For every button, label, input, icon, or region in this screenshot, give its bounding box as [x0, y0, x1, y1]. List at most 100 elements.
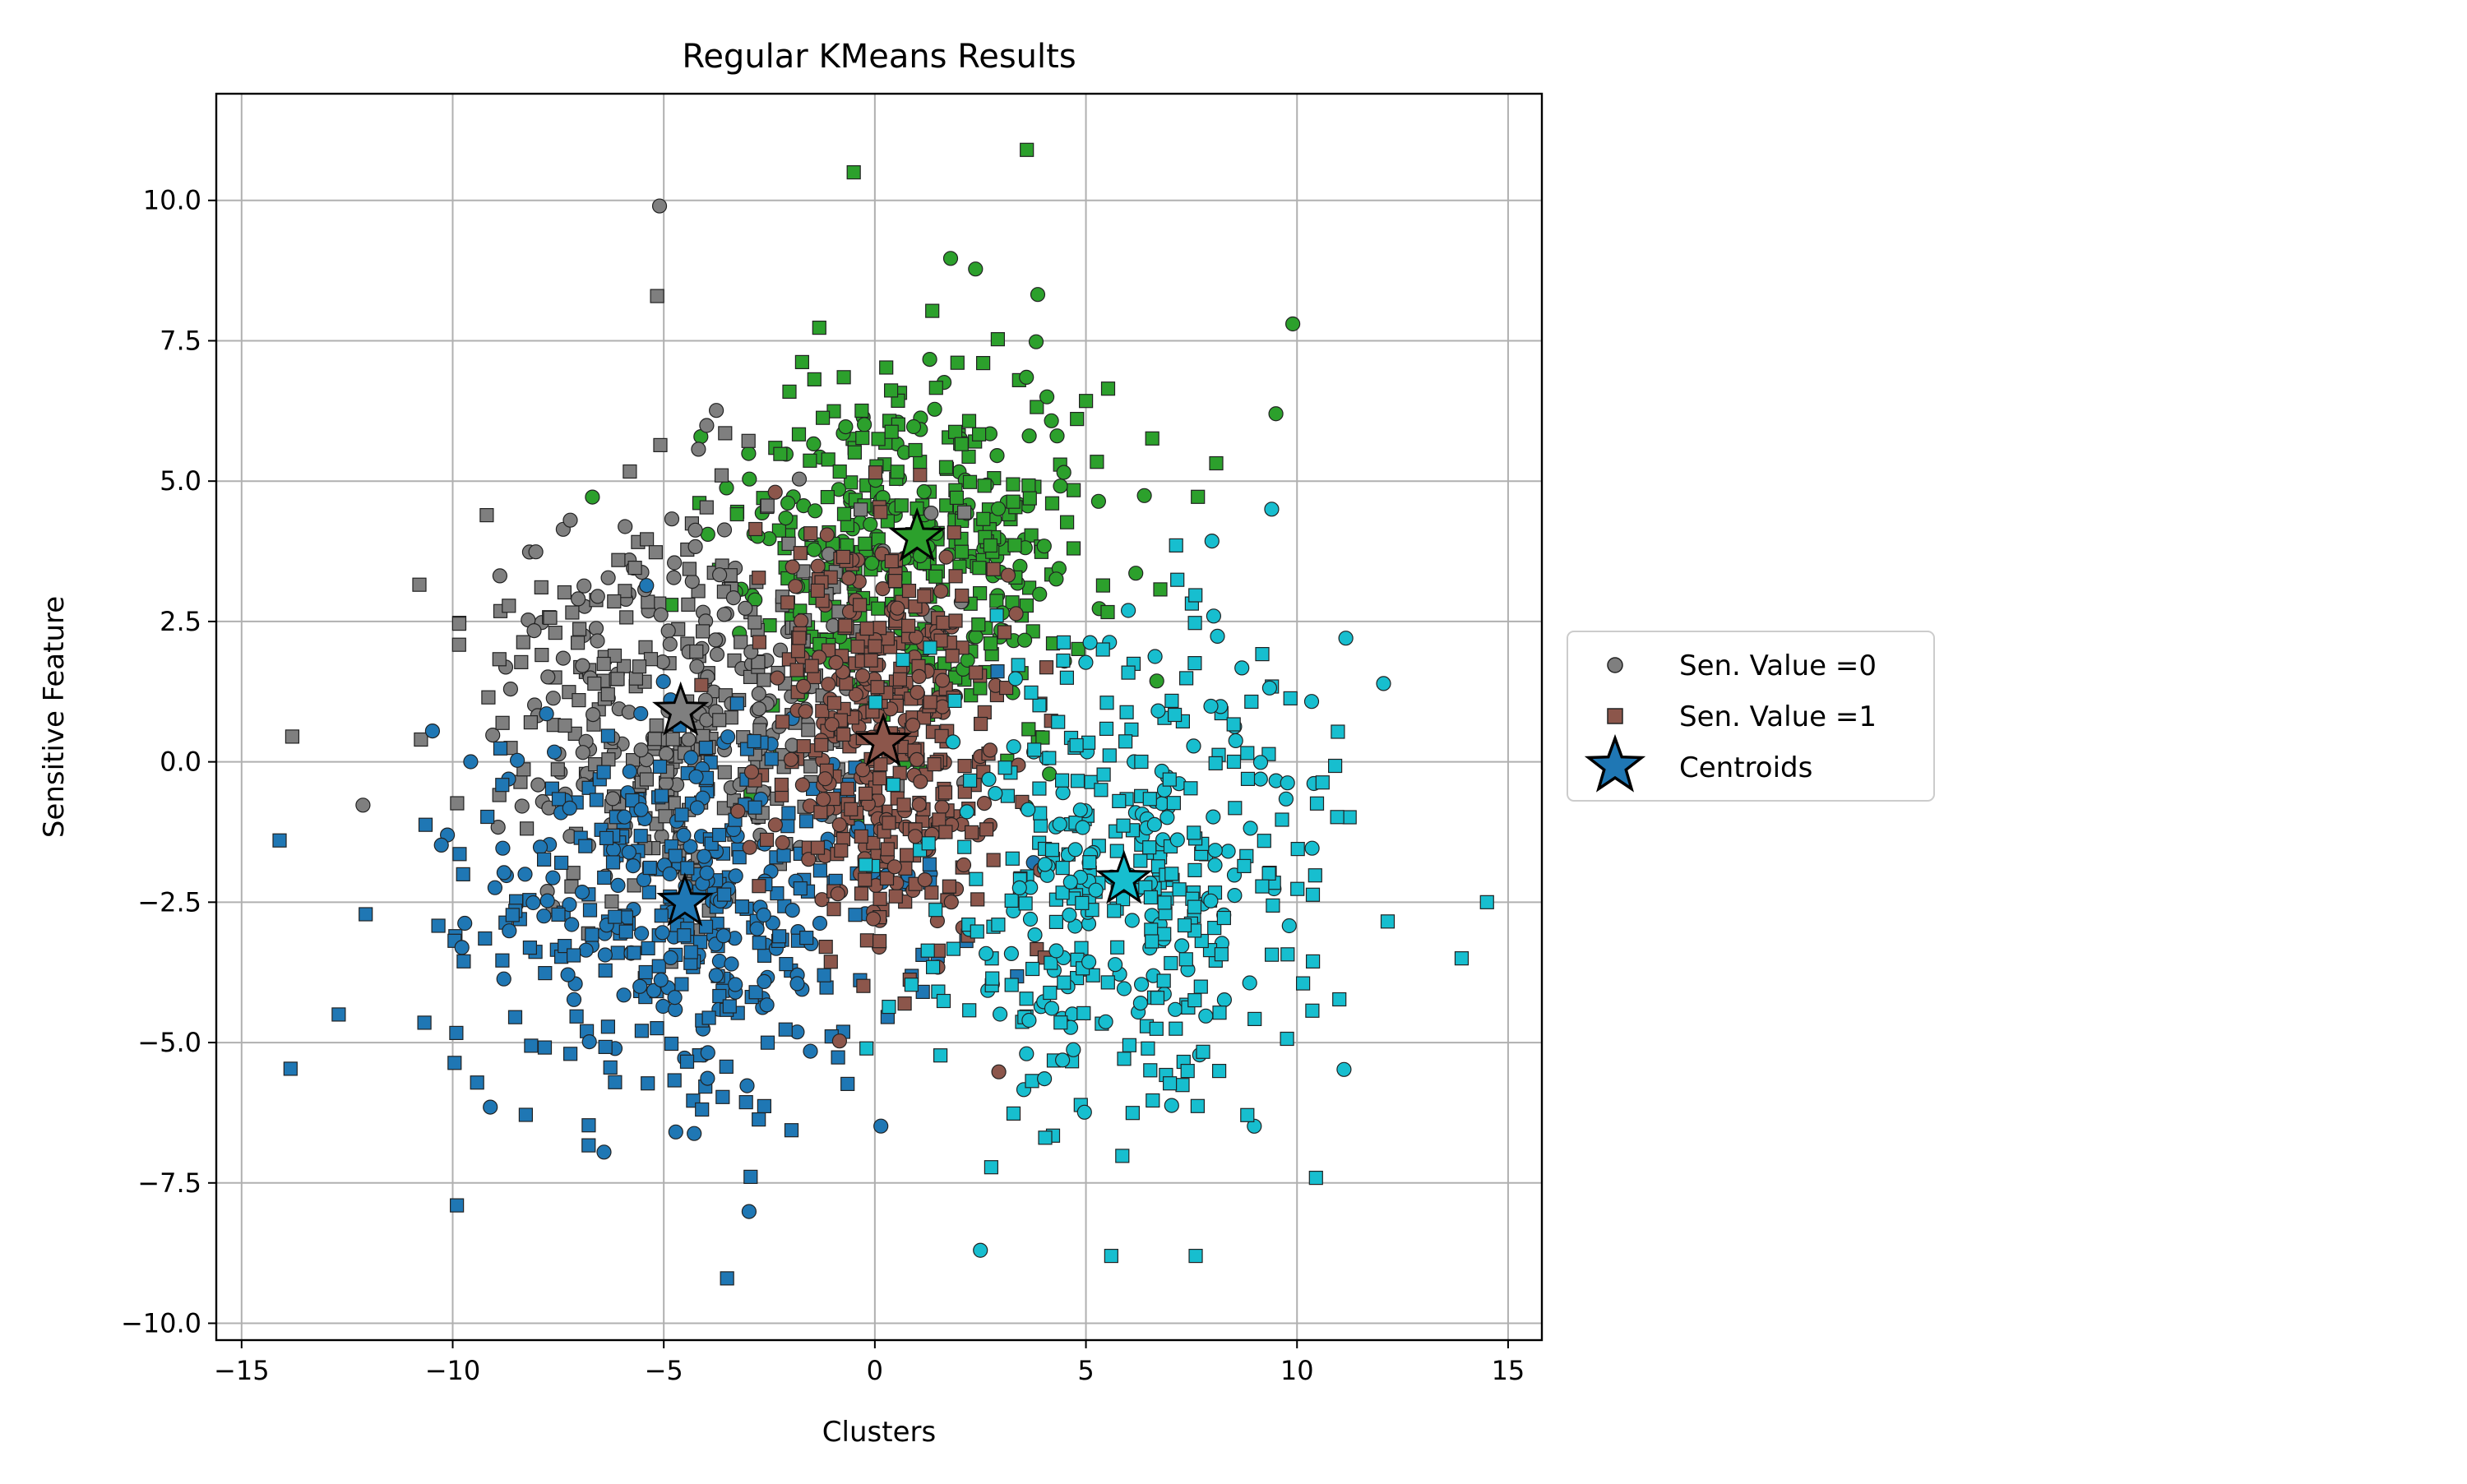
data-point-square	[977, 478, 992, 493]
data-point-square	[618, 924, 633, 939]
data-point-square	[873, 505, 888, 520]
data-point-square	[449, 1025, 464, 1041]
data-point-square	[481, 690, 496, 705]
data-point-circle	[1132, 995, 1149, 1011]
data-point-square	[1226, 717, 1241, 732]
y-axis-label: Sensitive Feature	[38, 596, 71, 838]
data-point-circle	[562, 897, 577, 913]
data-point-circle	[617, 809, 632, 825]
data-point-square	[872, 934, 887, 949]
data-point-circle	[956, 857, 972, 873]
data-point-circle	[545, 870, 561, 885]
data-point-square	[680, 861, 695, 876]
data-point-circle	[1078, 654, 1094, 670]
legend-frame	[1567, 631, 1935, 802]
data-point-circle	[1338, 631, 1354, 646]
data-point-square	[938, 825, 953, 839]
data-point-circle	[815, 792, 831, 807]
data-point-circle	[532, 839, 548, 855]
data-point-square	[1100, 381, 1116, 396]
data-point-square	[813, 805, 828, 820]
data-point-square	[523, 714, 539, 730]
data-point-square	[798, 814, 814, 829]
data-point-square	[668, 848, 683, 863]
data-point-square	[694, 677, 709, 692]
x-tick-label: 15	[1492, 1355, 1525, 1386]
data-point-circle	[622, 764, 637, 779]
data-point-square	[632, 659, 647, 674]
data-point-square	[985, 971, 1000, 986]
data-point-square	[775, 714, 790, 729]
data-point-square	[652, 759, 668, 774]
data-point-circle	[687, 1126, 702, 1141]
data-point-circle	[496, 971, 511, 987]
data-point-circle	[785, 902, 800, 918]
data-point-circle	[725, 589, 742, 606]
data-point-square	[1019, 598, 1034, 613]
data-point-square	[858, 786, 873, 802]
data-point-square	[1122, 1038, 1137, 1052]
data-point-circle	[1052, 816, 1067, 832]
data-point-square	[1059, 515, 1075, 529]
x-axis-label: Clusters	[822, 1416, 936, 1449]
data-point-circle	[687, 539, 703, 555]
data-point-square	[764, 751, 779, 766]
data-point-square	[623, 464, 637, 479]
data-point-square	[699, 500, 714, 515]
data-point-circle	[991, 1064, 1007, 1079]
data-point-square	[548, 625, 562, 640]
data-point-square	[566, 866, 581, 881]
data-point-square	[1118, 734, 1133, 749]
data-point-square	[844, 475, 859, 490]
data-point-square	[757, 948, 772, 964]
data-point-square	[1044, 955, 1058, 970]
data-point-circle	[780, 495, 796, 511]
data-point-square	[695, 1102, 710, 1117]
data-point-circle	[495, 840, 511, 856]
data-point-circle	[1021, 802, 1036, 817]
data-point-circle	[1107, 957, 1123, 973]
data-point-circle	[738, 600, 753, 617]
data-point-circle	[992, 1006, 1008, 1022]
data-point-square	[1121, 665, 1136, 680]
data-point-square	[716, 887, 732, 902]
data-point-circle	[988, 785, 1003, 802]
data-point-square	[718, 426, 733, 441]
outlier-point-circle	[1264, 502, 1280, 517]
data-point-circle	[817, 771, 833, 787]
data-point-square	[451, 616, 467, 631]
data-point-circle	[1147, 649, 1163, 664]
data-point-square	[936, 993, 951, 1009]
data-point-square	[748, 521, 763, 537]
data-point-square	[1266, 898, 1280, 913]
data-point-circle	[828, 654, 844, 671]
data-point-square	[566, 948, 581, 963]
data-point-square	[949, 490, 965, 506]
centroid-star	[1095, 849, 1153, 904]
data-point-circle	[739, 1078, 755, 1093]
data-point-square	[507, 1010, 523, 1024]
data-point-circle	[1027, 927, 1043, 943]
data-point-square	[651, 959, 666, 973]
data-point-circle	[1128, 566, 1144, 581]
data-point-square	[1228, 801, 1243, 816]
data-point-square	[781, 806, 796, 821]
legend-square-marker	[1607, 708, 1623, 724]
data-point-square	[649, 718, 664, 733]
data-point-square	[537, 1040, 553, 1055]
data-point-square	[834, 843, 849, 858]
data-point-square	[538, 965, 553, 981]
data-point-circle	[574, 884, 590, 900]
data-point-square	[770, 885, 785, 901]
data-point-square	[1055, 885, 1070, 900]
data-point-square	[970, 892, 985, 907]
data-point-square	[868, 465, 883, 480]
data-points	[272, 142, 1494, 1286]
data-point-square	[674, 977, 689, 992]
data-point-square	[1308, 868, 1322, 883]
data-point-square	[414, 732, 428, 747]
data-point-square	[1214, 947, 1229, 962]
data-point-square	[1007, 538, 1022, 552]
centroid-star	[652, 681, 710, 736]
data-point-square	[1100, 604, 1115, 620]
